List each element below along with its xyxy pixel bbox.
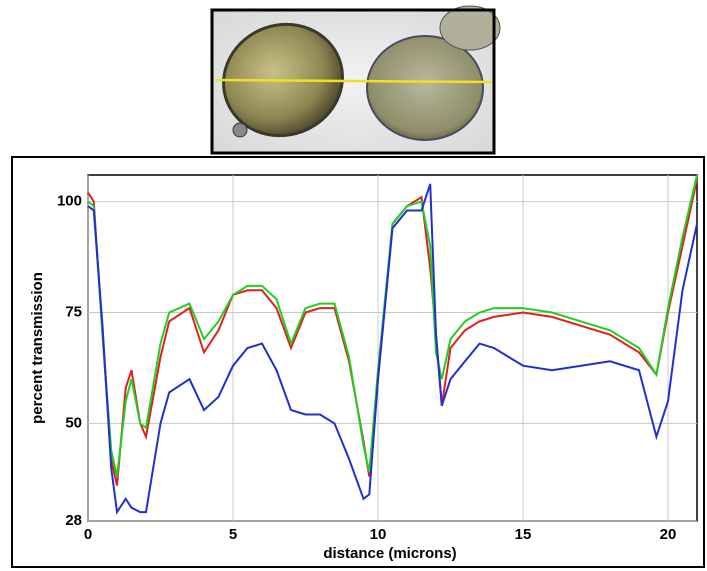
chart-frame — [11, 156, 705, 568]
x-tick-label: 0 — [84, 526, 92, 543]
y-tick-label: 28 — [65, 512, 82, 529]
x-axis-label: distance (microns) — [323, 545, 456, 562]
data-line — [87, 174, 698, 477]
y-tick-label: 50 — [65, 414, 82, 431]
data-line — [87, 183, 698, 515]
y-tick-label: 100 — [57, 193, 82, 210]
y-axis-label: percent transmission — [29, 272, 46, 424]
y-tick-label: 75 — [65, 303, 82, 320]
x-tick-label: 10 — [370, 526, 387, 543]
x-tick-label: 20 — [660, 526, 677, 543]
x-tick-label: 5 — [229, 526, 237, 543]
micrograph — [210, 5, 501, 155]
x-tick-label: 15 — [515, 526, 532, 543]
